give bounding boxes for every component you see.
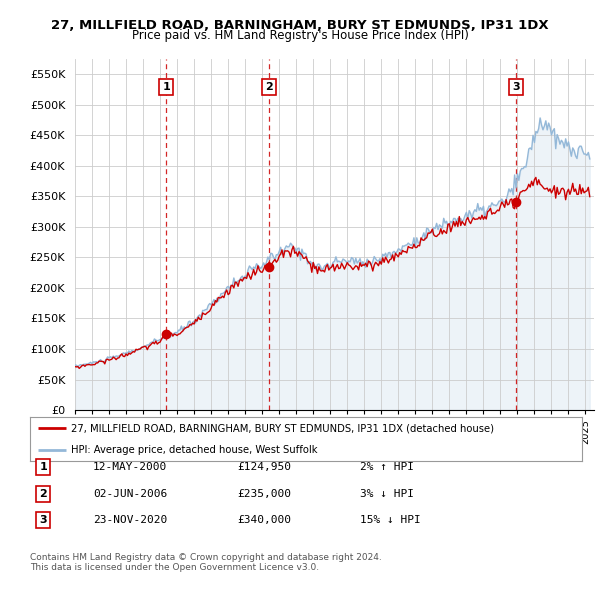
Text: 27, MILLFIELD ROAD, BARNINGHAM, BURY ST EDMUNDS, IP31 1DX (detached house): 27, MILLFIELD ROAD, BARNINGHAM, BURY ST … bbox=[71, 423, 494, 433]
Text: 15% ↓ HPI: 15% ↓ HPI bbox=[360, 516, 421, 525]
Text: £235,000: £235,000 bbox=[237, 489, 291, 499]
Text: £340,000: £340,000 bbox=[237, 516, 291, 525]
Text: HPI: Average price, detached house, West Suffolk: HPI: Average price, detached house, West… bbox=[71, 445, 318, 455]
Text: 3: 3 bbox=[512, 82, 520, 92]
Text: 12-MAY-2000: 12-MAY-2000 bbox=[93, 463, 167, 472]
Text: Price paid vs. HM Land Registry's House Price Index (HPI): Price paid vs. HM Land Registry's House … bbox=[131, 30, 469, 42]
Text: 23-NOV-2020: 23-NOV-2020 bbox=[93, 516, 167, 525]
Text: £124,950: £124,950 bbox=[237, 463, 291, 472]
Text: 1: 1 bbox=[163, 82, 170, 92]
Text: 27, MILLFIELD ROAD, BARNINGHAM, BURY ST EDMUNDS, IP31 1DX: 27, MILLFIELD ROAD, BARNINGHAM, BURY ST … bbox=[51, 19, 549, 32]
Text: 1: 1 bbox=[40, 463, 47, 472]
Text: 02-JUN-2006: 02-JUN-2006 bbox=[93, 489, 167, 499]
Text: 2: 2 bbox=[265, 82, 273, 92]
Text: This data is licensed under the Open Government Licence v3.0.: This data is licensed under the Open Gov… bbox=[30, 563, 319, 572]
Text: 2% ↑ HPI: 2% ↑ HPI bbox=[360, 463, 414, 472]
Text: 2: 2 bbox=[40, 489, 47, 499]
Text: 3: 3 bbox=[40, 516, 47, 525]
Text: Contains HM Land Registry data © Crown copyright and database right 2024.: Contains HM Land Registry data © Crown c… bbox=[30, 553, 382, 562]
Text: 3% ↓ HPI: 3% ↓ HPI bbox=[360, 489, 414, 499]
